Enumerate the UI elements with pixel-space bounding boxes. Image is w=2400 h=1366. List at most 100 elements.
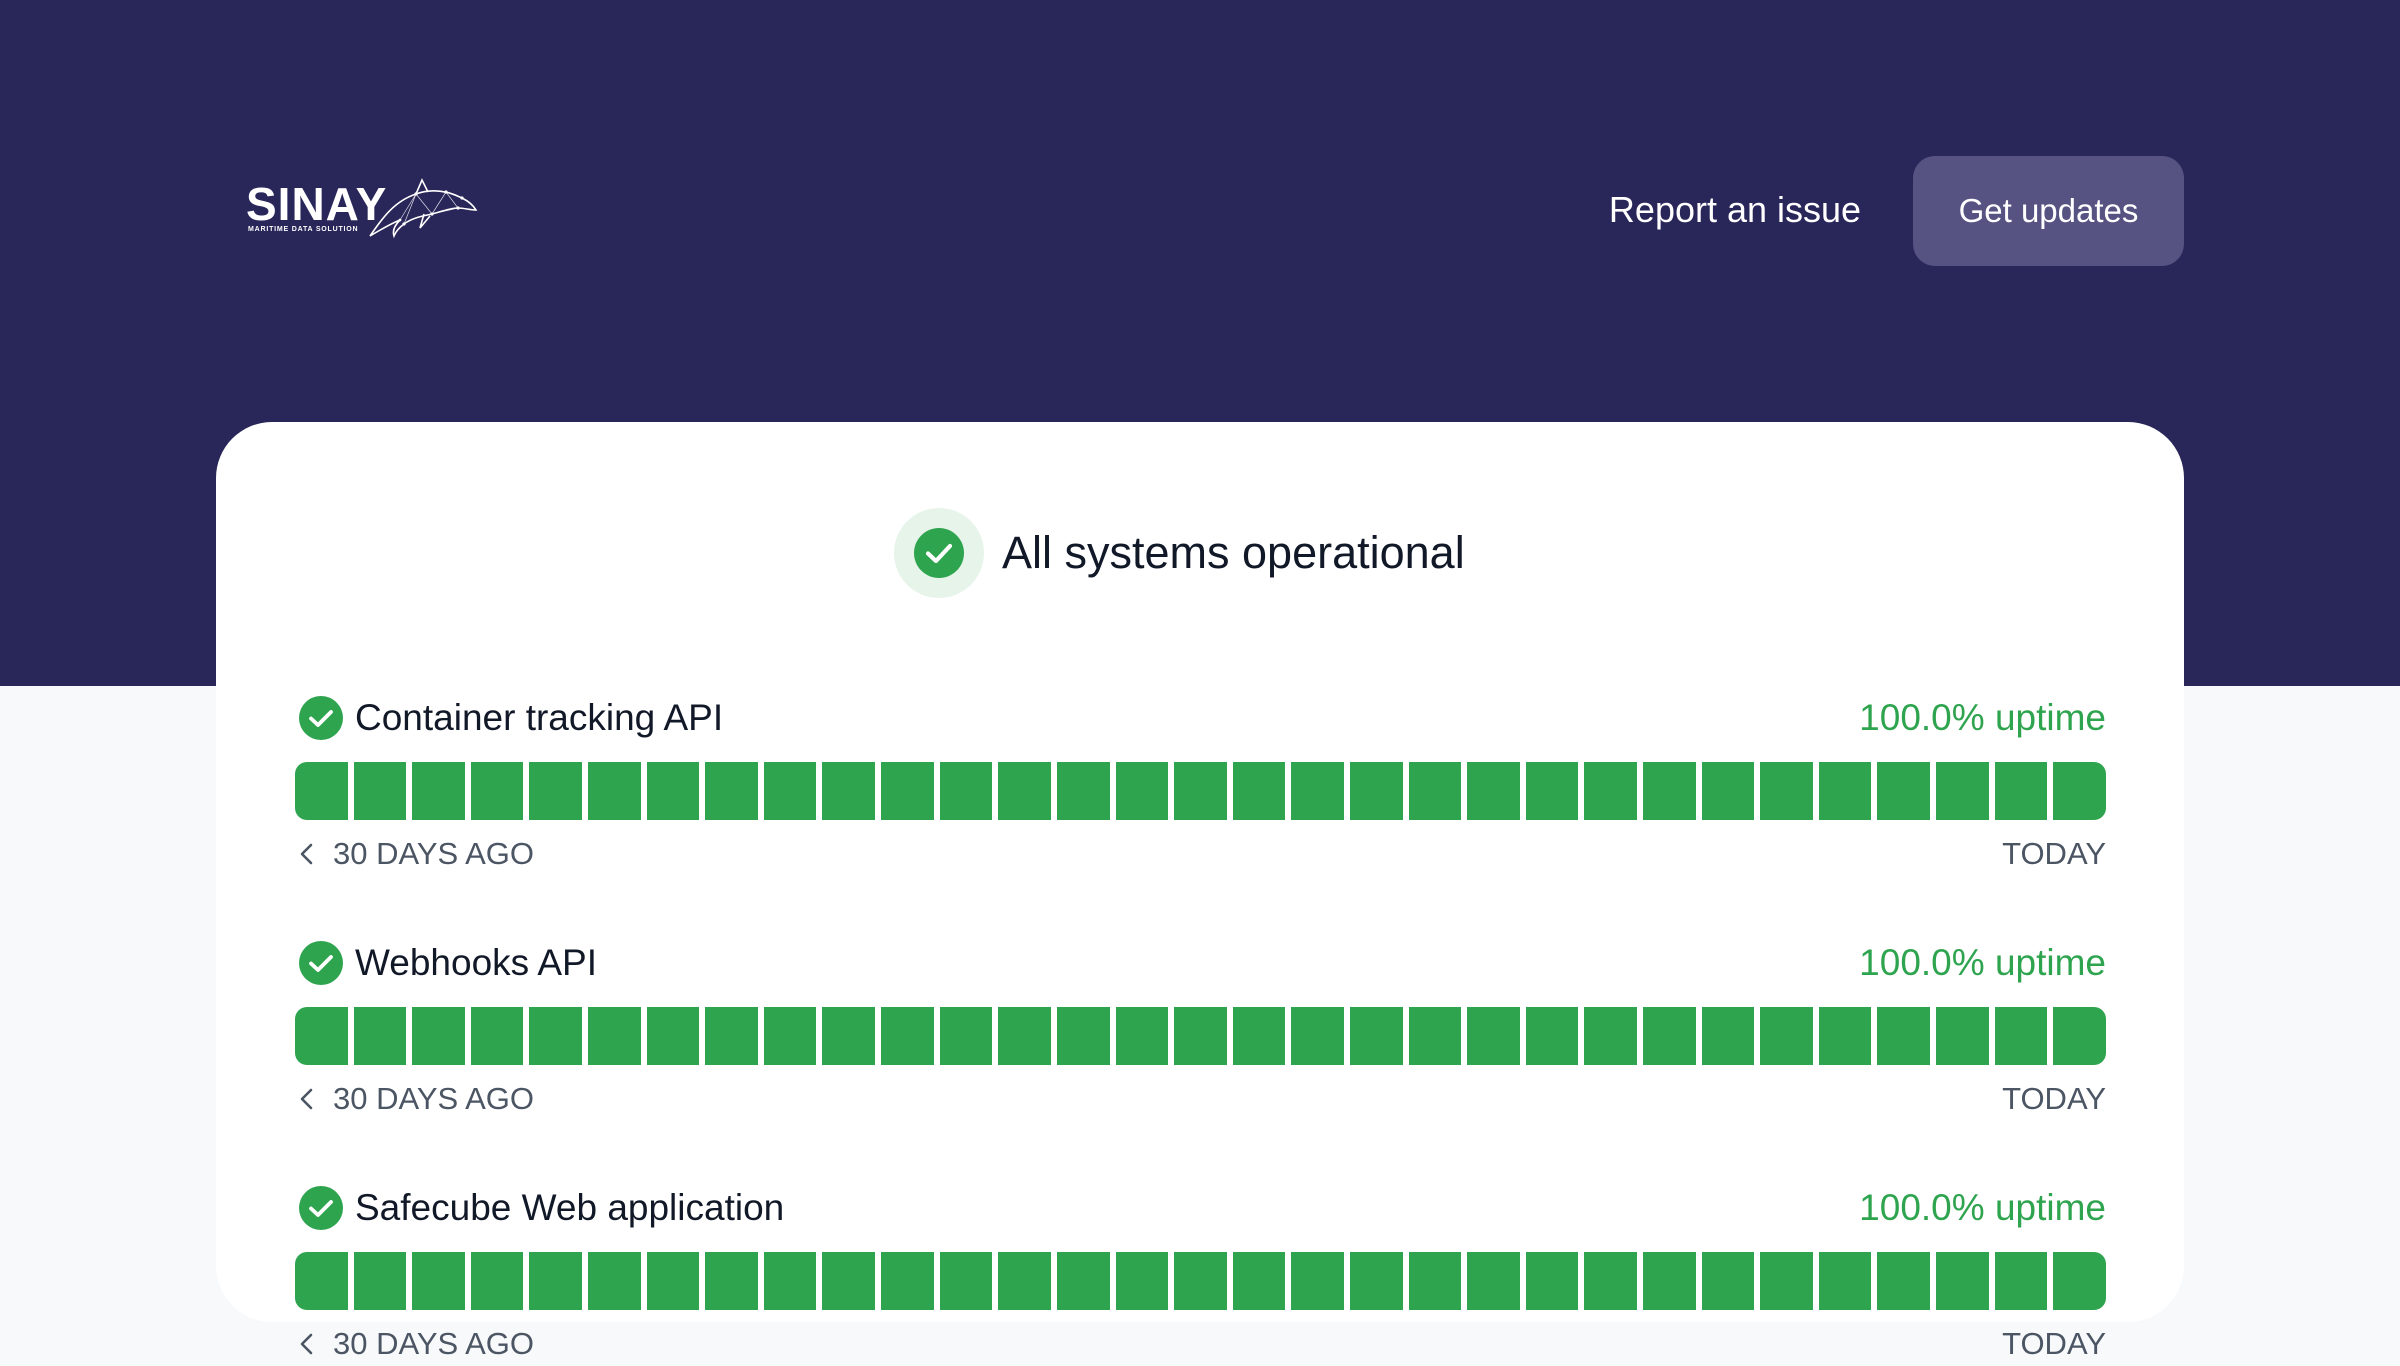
uptime-day-bar[interactable]	[1584, 762, 1638, 820]
uptime-day-bar[interactable]	[881, 1007, 934, 1065]
uptime-day-bar[interactable]	[1291, 1252, 1344, 1310]
chevron-left-icon[interactable]	[295, 842, 319, 866]
uptime-day-bar[interactable]	[1994, 1007, 2048, 1065]
uptime-day-bar[interactable]	[1818, 1007, 1872, 1065]
uptime-day-bar[interactable]	[1467, 762, 1520, 820]
uptime-day-bar[interactable]	[1701, 1252, 1755, 1310]
uptime-day-bar[interactable]	[822, 1252, 876, 1310]
uptime-day-bar[interactable]	[1877, 762, 1931, 820]
chevron-left-icon[interactable]	[295, 1332, 319, 1356]
uptime-day-bar[interactable]	[939, 1007, 993, 1065]
uptime-day-bar[interactable]	[2053, 762, 2106, 820]
uptime-day-bar[interactable]	[1584, 1252, 1638, 1310]
uptime-day-bar[interactable]	[1349, 762, 1403, 820]
uptime-day-bar[interactable]	[1291, 762, 1344, 820]
uptime-day-bar[interactable]	[412, 1007, 465, 1065]
uptime-day-bar[interactable]	[1936, 1252, 1989, 1310]
uptime-day-bar[interactable]	[1760, 762, 1813, 820]
uptime-day-bar[interactable]	[2053, 1252, 2106, 1310]
uptime-day-bar[interactable]	[588, 762, 641, 820]
uptime-day-bar[interactable]	[646, 762, 700, 820]
uptime-day-bar[interactable]	[412, 1252, 465, 1310]
uptime-day-bar[interactable]	[1760, 1007, 1813, 1065]
component-name: Safecube Web application	[355, 1187, 785, 1228]
uptime-day-bar[interactable]	[1643, 1007, 1696, 1065]
uptime-day-bar[interactable]	[1818, 1252, 1872, 1310]
uptime-day-bar[interactable]	[1408, 1252, 1462, 1310]
uptime-day-bar[interactable]	[998, 1252, 1051, 1310]
get-updates-button[interactable]: Get updates	[1913, 156, 2184, 266]
uptime-day-bar[interactable]	[295, 1252, 348, 1310]
uptime-day-bar[interactable]	[1525, 762, 1579, 820]
uptime-day-bar[interactable]	[2053, 1007, 2106, 1065]
uptime-day-bar[interactable]	[1232, 1252, 1286, 1310]
uptime-day-bar[interactable]	[588, 1007, 641, 1065]
uptime-day-bar[interactable]	[1056, 1007, 1110, 1065]
uptime-day-bar[interactable]	[353, 762, 407, 820]
uptime-day-bar[interactable]	[1291, 1007, 1344, 1065]
uptime-day-bar[interactable]	[295, 762, 348, 820]
uptime-day-bar[interactable]	[470, 1252, 524, 1310]
uptime-day-bar[interactable]	[529, 762, 583, 820]
uptime-day-bar[interactable]	[705, 762, 758, 820]
uptime-day-bar[interactable]	[1174, 1252, 1227, 1310]
uptime-day-bar[interactable]	[529, 1252, 583, 1310]
uptime-day-bar[interactable]	[646, 1007, 700, 1065]
uptime-day-bar[interactable]	[822, 762, 876, 820]
uptime-day-bar[interactable]	[1936, 762, 1989, 820]
uptime-day-bar[interactable]	[1760, 1252, 1813, 1310]
report-issue-link[interactable]: Report an issue	[1608, 189, 1862, 230]
uptime-day-bar[interactable]	[529, 1007, 583, 1065]
uptime-day-bar[interactable]	[1877, 1007, 1931, 1065]
uptime-day-bar[interactable]	[1701, 762, 1755, 820]
uptime-day-bar[interactable]	[705, 1252, 758, 1310]
uptime-day-bar[interactable]	[763, 1252, 817, 1310]
uptime-day-bar[interactable]	[763, 1007, 817, 1065]
uptime-day-bar[interactable]	[353, 1252, 407, 1310]
uptime-day-bar[interactable]	[353, 1007, 407, 1065]
uptime-day-bar[interactable]	[1115, 1252, 1169, 1310]
uptime-day-bar[interactable]	[1408, 1007, 1462, 1065]
uptime-day-bar[interactable]	[470, 762, 524, 820]
uptime-day-bar[interactable]	[1349, 1252, 1403, 1310]
uptime-day-bar[interactable]	[1174, 762, 1227, 820]
sinay-logo[interactable]: SINAY MARITIME DATA SOLUTION	[246, 176, 478, 242]
uptime-day-bar[interactable]	[1818, 762, 1872, 820]
uptime-day-bar[interactable]	[822, 1007, 876, 1065]
uptime-day-bar[interactable]	[763, 762, 817, 820]
uptime-day-bar[interactable]	[881, 762, 934, 820]
uptime-day-bar[interactable]	[1056, 1252, 1110, 1310]
uptime-day-bar[interactable]	[939, 1252, 993, 1310]
uptime-day-bar[interactable]	[705, 1007, 758, 1065]
uptime-day-bar[interactable]	[1877, 1252, 1931, 1310]
uptime-day-bar[interactable]	[1467, 1007, 1520, 1065]
uptime-day-bar[interactable]	[1584, 1007, 1638, 1065]
uptime-day-bar[interactable]	[295, 1007, 348, 1065]
uptime-day-bar[interactable]	[1174, 1007, 1227, 1065]
chevron-left-icon[interactable]	[295, 1087, 319, 1111]
uptime-day-bar[interactable]	[1115, 762, 1169, 820]
uptime-day-bar[interactable]	[646, 1252, 700, 1310]
uptime-day-bar[interactable]	[1525, 1252, 1579, 1310]
uptime-day-bar[interactable]	[1349, 1007, 1403, 1065]
uptime-day-bar[interactable]	[998, 762, 1051, 820]
uptime-day-bar[interactable]	[1232, 1007, 1286, 1065]
uptime-day-bar[interactable]	[588, 1252, 641, 1310]
uptime-day-bar[interactable]	[412, 762, 465, 820]
uptime-day-bar[interactable]	[1994, 1252, 2048, 1310]
uptime-day-bar[interactable]	[1408, 762, 1462, 820]
uptime-day-bar[interactable]	[470, 1007, 524, 1065]
uptime-day-bar[interactable]	[1701, 1007, 1755, 1065]
uptime-day-bar[interactable]	[1643, 1252, 1696, 1310]
uptime-day-bar[interactable]	[1056, 762, 1110, 820]
uptime-day-bar[interactable]	[1936, 1007, 1989, 1065]
uptime-day-bar[interactable]	[1115, 1007, 1169, 1065]
uptime-day-bar[interactable]	[1232, 762, 1286, 820]
uptime-day-bar[interactable]	[1525, 1007, 1579, 1065]
uptime-day-bar[interactable]	[1643, 762, 1696, 820]
uptime-day-bar[interactable]	[881, 1252, 934, 1310]
uptime-day-bar[interactable]	[939, 762, 993, 820]
uptime-day-bar[interactable]	[998, 1007, 1051, 1065]
uptime-day-bar[interactable]	[1994, 762, 2048, 820]
uptime-day-bar[interactable]	[1467, 1252, 1520, 1310]
